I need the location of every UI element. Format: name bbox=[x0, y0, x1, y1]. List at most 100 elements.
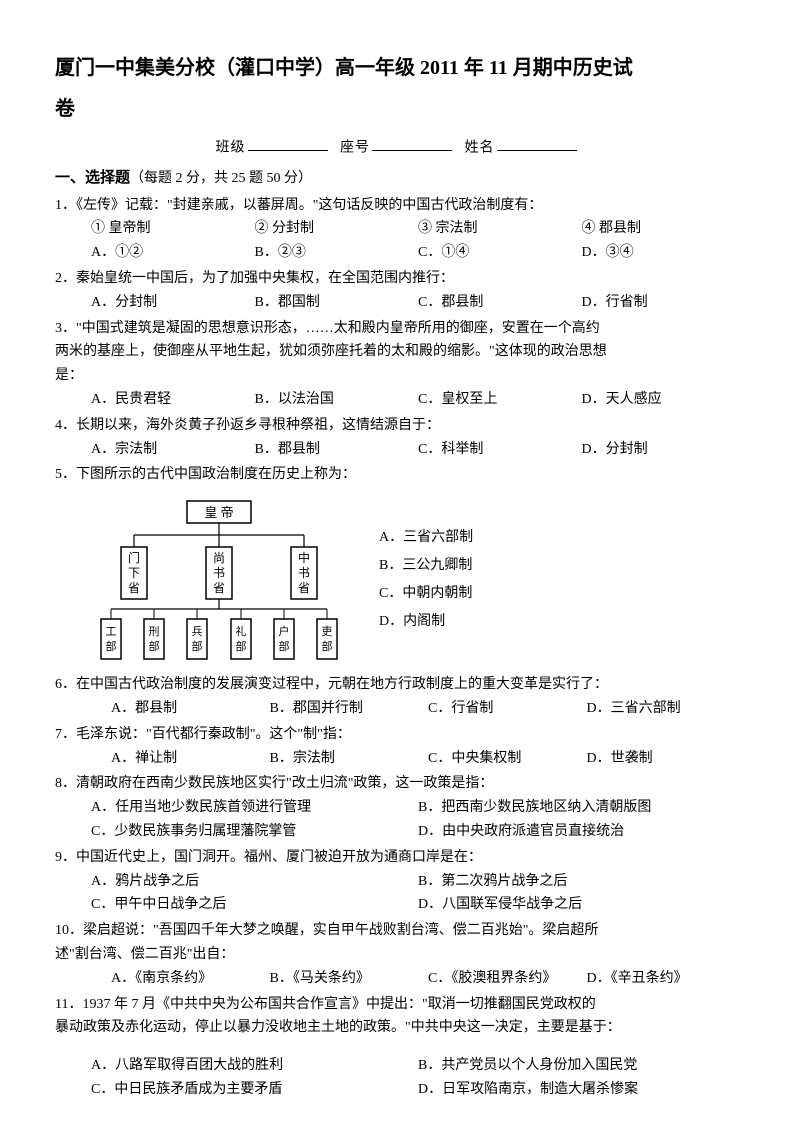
q7-d: D．世袭制 bbox=[587, 747, 746, 771]
q11-text2: 暴动政策及赤化运动，停止以暴力没收地主土地的政策。"中共中央这一决定，主要是基于… bbox=[55, 1016, 745, 1040]
q4-d: D．分封制 bbox=[582, 438, 746, 462]
question-9: 9．中国近代史上，国门洞开。福州、厦门被迫开放为通商口岸是在： A．鸦片战争之后… bbox=[55, 846, 745, 917]
q6-text: 6．在中国古代政治制度的发展演变过程中，元朝在地方行政制度上的重大变革是实行了： bbox=[55, 673, 745, 697]
q2-b: B．郡国制 bbox=[255, 291, 419, 315]
q1-a: A．①② bbox=[91, 241, 255, 265]
svg-text:中: 中 bbox=[298, 550, 310, 565]
class-label: 班级 bbox=[216, 140, 246, 155]
q1-b: B．②③ bbox=[255, 241, 419, 265]
q4-a: A．宗法制 bbox=[91, 438, 255, 462]
section-1-header: 一、选择题（每题 2 分，共 25 题 50 分） bbox=[55, 166, 745, 192]
q6-a: A．郡县制 bbox=[111, 697, 270, 721]
q1-c4: ④ 郡县制 bbox=[582, 217, 746, 241]
q10-text2: 述"割台湾、偿二百兆"出自： bbox=[55, 943, 745, 967]
name-blank bbox=[497, 136, 577, 151]
q1-d: D．③④ bbox=[582, 241, 746, 265]
q9-b: B．第二次鸦片战争之后 bbox=[418, 870, 745, 894]
svg-text:工: 工 bbox=[106, 626, 117, 638]
name-label: 姓名 bbox=[465, 140, 495, 155]
q7-a: A．禅让制 bbox=[111, 747, 270, 771]
seat-blank bbox=[372, 136, 452, 151]
q1-text: 1．《左传》记载："封建亲戚，以蕃屏周。"这句话反映的中国古代政治制度有： bbox=[55, 194, 745, 218]
q9-options-row1: A．鸦片战争之后 B．第二次鸦片战争之后 bbox=[55, 870, 745, 894]
question-11: 11．1937 年 7 月《中共中央为公布国共合作宣言》中提出："取消一切推翻国… bbox=[55, 993, 745, 1102]
q3-d: D．天人感应 bbox=[582, 388, 746, 412]
student-info-row: 班级 座号 姓名 bbox=[55, 136, 745, 160]
svg-text:部: 部 bbox=[192, 639, 203, 653]
q3-b: B．以法治国 bbox=[255, 388, 419, 412]
q10-d: D．《辛丑条约》 bbox=[587, 967, 746, 991]
q7-options: A．禅让制 B．宗法制 C．中央集权制 D．世袭制 bbox=[55, 747, 745, 771]
q1-c2: ② 分封制 bbox=[255, 217, 419, 241]
q11-c: C．中日民族矛盾成为主要矛盾 bbox=[91, 1078, 418, 1102]
q9-text: 9．中国近代史上，国门洞开。福州、厦门被迫开放为通商口岸是在： bbox=[55, 846, 745, 870]
q6-c: C．行省制 bbox=[428, 697, 587, 721]
q11-a: A．八路军取得百团大战的胜利 bbox=[91, 1054, 418, 1078]
q8-b: B．把西南少数民族地区纳入清朝版图 bbox=[418, 796, 745, 820]
q11-options-row2: C．中日民族矛盾成为主要矛盾 D．日军攻陷南京，制造大屠杀惨案 bbox=[55, 1078, 745, 1102]
question-4: 4．长期以来，海外炎黄子孙返乡寻根种祭祖，这情结源自于： A．宗法制 B．郡县制… bbox=[55, 414, 745, 462]
svg-text:省: 省 bbox=[213, 581, 225, 595]
q9-options-row2: C．甲午中日战争之后 D．八国联军侵华战争之后 bbox=[55, 893, 745, 917]
q2-a: A．分封制 bbox=[91, 291, 255, 315]
q1-options: A．①② B．②③ C．①④ D．③④ bbox=[55, 241, 745, 265]
q11-text1: 11．1937 年 7 月《中共中央为公布国共合作宣言》中提出："取消一切推翻国… bbox=[55, 993, 745, 1017]
q11-d: D．日军攻陷南京，制造大屠杀惨案 bbox=[418, 1078, 745, 1102]
q11-options-row1: A．八路军取得百团大战的胜利 B．共产党员以个人身份加入国民党 bbox=[55, 1054, 745, 1078]
q9-d: D．八国联军侵华战争之后 bbox=[418, 893, 745, 917]
q3-a: A．民贵君轻 bbox=[91, 388, 255, 412]
svg-text:尚: 尚 bbox=[213, 551, 225, 565]
q4-c: C．科举制 bbox=[418, 438, 582, 462]
class-blank bbox=[248, 136, 328, 151]
q8-options-row2: C．少数民族事务归属理藩院掌管 D．由中央政府派遣官员直接统治 bbox=[55, 820, 745, 844]
q2-d: D．行省制 bbox=[582, 291, 746, 315]
svg-text:部: 部 bbox=[322, 639, 333, 653]
q3-c: C．皇权至上 bbox=[418, 388, 582, 412]
question-5: 5．下图所示的古代中国政治制度在历史上称为： 皇 帝 门 下 省 尚 书 bbox=[55, 463, 745, 665]
svg-text:部: 部 bbox=[236, 639, 247, 653]
q1-c1: ① 皇帝制 bbox=[91, 217, 255, 241]
q2-options: A．分封制 B．郡国制 C．郡县制 D．行省制 bbox=[55, 291, 745, 315]
q2-c: C．郡县制 bbox=[418, 291, 582, 315]
q10-c: C．《胶澳租界条约》 bbox=[428, 967, 587, 991]
seat-label: 座号 bbox=[340, 140, 370, 155]
svg-text:下: 下 bbox=[128, 566, 140, 580]
q11-b: B．共产党员以个人身份加入国民党 bbox=[418, 1054, 745, 1078]
q8-d: D．由中央政府派遣官员直接统治 bbox=[418, 820, 745, 844]
svg-text:省: 省 bbox=[298, 581, 310, 595]
question-1: 1．《左传》记载："封建亲戚，以蕃屏周。"这句话反映的中国古代政治制度有： ① … bbox=[55, 194, 745, 265]
q3-options: A．民贵君轻 B．以法治国 C．皇权至上 D．天人感应 bbox=[55, 388, 745, 412]
exam-title-line2: 卷 bbox=[55, 92, 745, 126]
diag-top: 皇 帝 bbox=[204, 505, 233, 520]
q4-text: 4．长期以来，海外炎黄子孙返乡寻根种祭祖，这情结源自于： bbox=[55, 414, 745, 438]
q6-b: B．郡国并行制 bbox=[270, 697, 429, 721]
svg-text:礼: 礼 bbox=[236, 624, 247, 638]
q9-a: A．鸦片战争之后 bbox=[91, 870, 418, 894]
svg-text:户: 户 bbox=[279, 624, 290, 638]
q7-c: C．中央集权制 bbox=[428, 747, 587, 771]
q10-a: A．《南京条约》 bbox=[111, 967, 270, 991]
q1-choices: ① 皇帝制 ② 分封制 ③ 宗法制 ④ 郡县制 bbox=[55, 217, 745, 241]
q6-options: A．郡县制 B．郡国并行制 C．行省制 D．三省六部制 bbox=[55, 697, 745, 721]
q4-b: B．郡县制 bbox=[255, 438, 419, 462]
svg-text:门: 门 bbox=[128, 550, 140, 565]
svg-text:部: 部 bbox=[106, 639, 117, 653]
q10-text1: 10．梁启超说："吾国四千年大梦之唤醒，实自甲午战败割台湾、偿二百兆始"。梁启超… bbox=[55, 919, 745, 943]
exam-title-line1: 厦门一中集美分校（灌口中学）高一年级 2011 年 11 月期中历史试 bbox=[55, 50, 745, 86]
q10-b: B．《马关条约》 bbox=[270, 967, 429, 991]
question-7: 7．毛泽东说："百代都行秦政制"。这个"制"指： A．禅让制 B．宗法制 C．中… bbox=[55, 723, 745, 771]
q8-text: 8．清朝政府在西南少数民族地区实行"改土归流"政策，这一政策是指： bbox=[55, 772, 745, 796]
q4-options: A．宗法制 B．郡县制 C．科举制 D．分封制 bbox=[55, 438, 745, 462]
q5-d: D．内阁制 bbox=[379, 608, 473, 636]
q6-d: D．三省六部制 bbox=[587, 697, 746, 721]
q10-options: A．《南京条约》 B．《马关条约》 C．《胶澳租界条约》 D．《辛丑条约》 bbox=[55, 967, 745, 991]
q2-text: 2．秦始皇统一中国后，为了加强中央集权，在全国范围内推行： bbox=[55, 267, 745, 291]
q8-a: A．任用当地少数民族首领进行管理 bbox=[91, 796, 418, 820]
q9-c: C．甲午中日战争之后 bbox=[91, 893, 418, 917]
question-3: 3．"中国式建筑是凝固的思想意识形态，……太和殿内皇帝所用的御座，安置在一个高约… bbox=[55, 317, 745, 412]
q3-text3: 是： bbox=[55, 364, 745, 388]
svg-text:兵: 兵 bbox=[192, 625, 203, 638]
q8-options-row1: A．任用当地少数民族首领进行管理 B．把西南少数民族地区纳入清朝版图 bbox=[55, 796, 745, 820]
q5-c: C．中朝内朝制 bbox=[379, 580, 473, 608]
q7-b: B．宗法制 bbox=[270, 747, 429, 771]
